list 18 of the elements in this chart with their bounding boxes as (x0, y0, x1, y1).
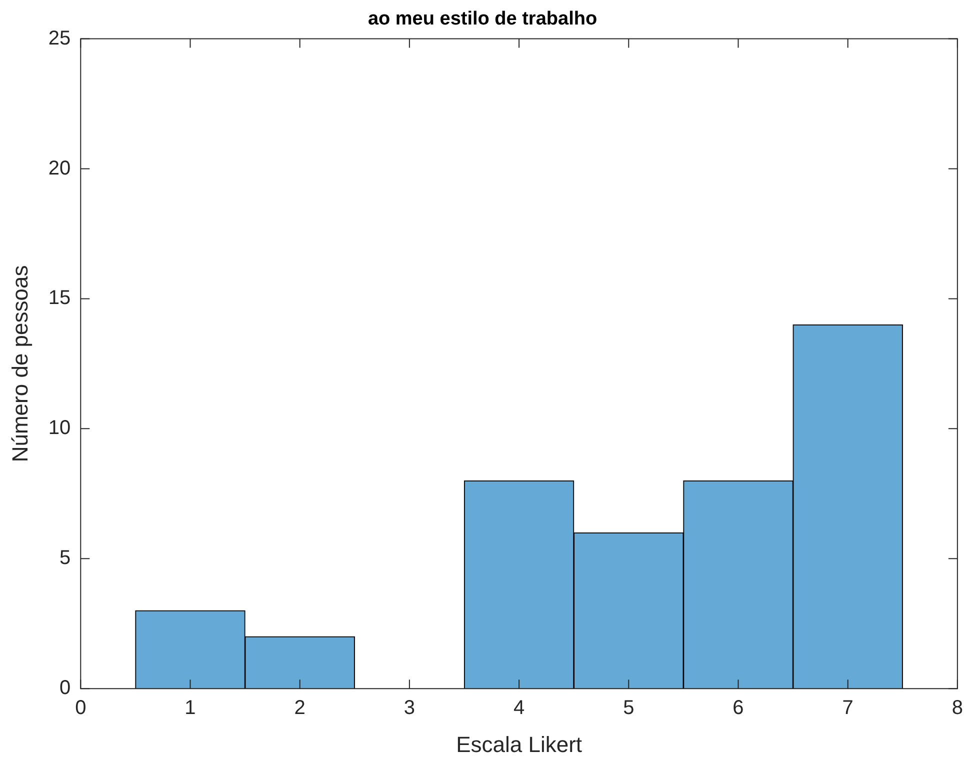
x-tick-label: 5 (623, 697, 634, 720)
x-tick-label: 2 (294, 697, 306, 720)
x-tick-label: 3 (404, 697, 416, 720)
x-tick-label: 0 (75, 697, 86, 720)
x-tick-label: 8 (952, 697, 963, 720)
y-axis-title: Número de pessoas (7, 265, 32, 462)
y-tick-label: 25 (48, 27, 71, 50)
x-tick-label: 4 (513, 697, 525, 720)
x-tick-label: 1 (184, 697, 196, 720)
y-tick-label: 20 (48, 157, 71, 180)
chart-title: ao meu estilo de trabalho (368, 8, 598, 30)
x-axis-title: Escala Likert (456, 732, 582, 757)
y-tick-label: 0 (60, 677, 71, 700)
x-tick-label: 6 (732, 697, 744, 720)
y-tick-label: 5 (60, 547, 71, 570)
y-tick-label: 15 (48, 287, 71, 310)
y-tick-label: 10 (48, 417, 71, 440)
x-tick-label: 7 (842, 697, 854, 720)
